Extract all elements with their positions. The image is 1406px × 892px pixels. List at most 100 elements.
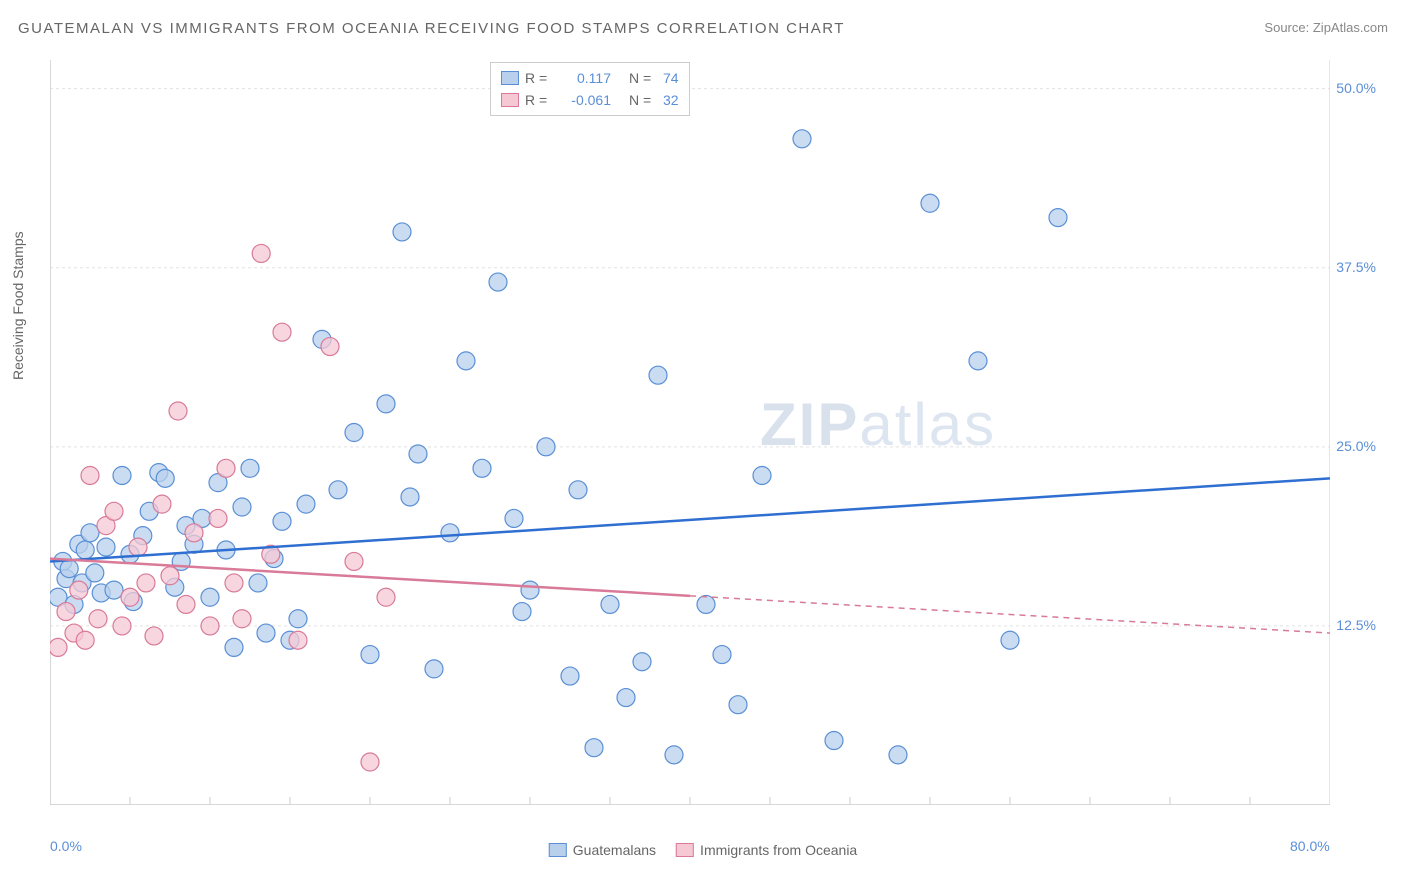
y-tick-label: 50.0%	[1336, 80, 1376, 96]
scatter-point	[537, 438, 555, 456]
scatter-point	[601, 595, 619, 613]
scatter-point	[257, 624, 275, 642]
scatter-point	[76, 541, 94, 559]
scatter-point	[225, 638, 243, 656]
scatter-point	[393, 223, 411, 241]
scatter-point	[129, 538, 147, 556]
scatter-point	[457, 352, 475, 370]
correlation-legend: R =0.117N =74R =-0.061N =32	[490, 62, 690, 116]
scatter-point	[585, 739, 603, 757]
scatter-point	[201, 617, 219, 635]
scatter-point	[649, 366, 667, 384]
scatter-point	[361, 753, 379, 771]
scatter-point	[617, 689, 635, 707]
scatter-point	[121, 588, 139, 606]
legend-n-label: N =	[629, 92, 657, 108]
scatter-point	[57, 603, 75, 621]
y-tick-label: 37.5%	[1336, 259, 1376, 275]
scatter-point	[169, 402, 187, 420]
scatter-point	[1001, 631, 1019, 649]
scatter-point	[513, 603, 531, 621]
source-label: Source:	[1264, 20, 1309, 35]
scatter-point	[105, 502, 123, 520]
scatter-point	[273, 512, 291, 530]
scatter-point	[177, 595, 195, 613]
scatter-point	[329, 481, 347, 499]
scatter-point	[81, 524, 99, 542]
legend-r-value: -0.061	[559, 92, 611, 108]
scatter-point	[233, 610, 251, 628]
scatter-point	[489, 273, 507, 291]
legend-swatch	[676, 843, 694, 857]
legend-swatch	[501, 71, 519, 85]
y-axis-label: Receiving Food Stamps	[10, 231, 26, 380]
scatter-point	[441, 524, 459, 542]
chart-plot-area	[50, 60, 1330, 805]
scatter-point	[505, 509, 523, 527]
scatter-point	[185, 524, 203, 542]
scatter-point	[201, 588, 219, 606]
scatter-point	[289, 631, 307, 649]
scatter-point	[137, 574, 155, 592]
scatter-point	[889, 746, 907, 764]
scatter-point	[105, 581, 123, 599]
legend-row: R = 0.117 N = 74	[501, 67, 679, 89]
scatter-point	[665, 746, 683, 764]
scatter-point	[89, 610, 107, 628]
scatter-point	[289, 610, 307, 628]
scatter-point	[377, 588, 395, 606]
scatter-point	[825, 732, 843, 750]
scatter-point	[321, 338, 339, 356]
legend-r-label: R =	[525, 92, 553, 108]
x-tick-label: 0.0%	[50, 838, 82, 854]
scatter-point	[401, 488, 419, 506]
scatter-point	[60, 560, 78, 578]
y-tick-label: 25.0%	[1336, 438, 1376, 454]
source-name: ZipAtlas.com	[1313, 20, 1388, 35]
regression-line-extrapolated	[690, 596, 1330, 633]
scatter-point	[633, 653, 651, 671]
series-legend-label: Guatemalans	[573, 842, 656, 858]
scatter-point	[473, 459, 491, 477]
legend-row: R =-0.061N =32	[501, 89, 679, 111]
scatter-point	[113, 466, 131, 484]
series-legend-item: Guatemalans	[549, 842, 656, 858]
legend-r-label: R =	[525, 70, 553, 86]
scatter-point	[345, 552, 363, 570]
scatter-point	[561, 667, 579, 685]
legend-n-value: 74	[663, 70, 679, 86]
scatter-point	[161, 567, 179, 585]
scatter-point	[50, 638, 67, 656]
regression-line	[50, 478, 1330, 561]
scatter-point	[697, 595, 715, 613]
scatter-point	[345, 424, 363, 442]
series-legend-item: Immigrants from Oceania	[676, 842, 857, 858]
x-tick-label: 80.0%	[1290, 838, 1330, 854]
scatter-plot-svg	[50, 60, 1330, 805]
scatter-point	[113, 617, 131, 635]
y-tick-label: 12.5%	[1336, 617, 1376, 633]
scatter-point	[297, 495, 315, 513]
scatter-point	[233, 498, 251, 516]
scatter-point	[252, 244, 270, 262]
scatter-point	[70, 581, 88, 599]
scatter-point	[209, 509, 227, 527]
scatter-point	[425, 660, 443, 678]
scatter-point	[753, 466, 771, 484]
legend-r-value: 0.117	[559, 70, 611, 86]
scatter-point	[249, 574, 267, 592]
scatter-point	[273, 323, 291, 341]
scatter-point	[86, 564, 104, 582]
scatter-point	[241, 459, 259, 477]
scatter-point	[1049, 209, 1067, 227]
legend-swatch	[501, 93, 519, 107]
scatter-point	[969, 352, 987, 370]
scatter-point	[921, 194, 939, 212]
series-legend: Guatemalans Immigrants from Oceania	[549, 842, 857, 858]
scatter-point	[225, 574, 243, 592]
legend-swatch	[549, 843, 567, 857]
scatter-point	[793, 130, 811, 148]
scatter-point	[729, 696, 747, 714]
scatter-point	[217, 459, 235, 477]
legend-n-label: N =	[629, 70, 657, 86]
